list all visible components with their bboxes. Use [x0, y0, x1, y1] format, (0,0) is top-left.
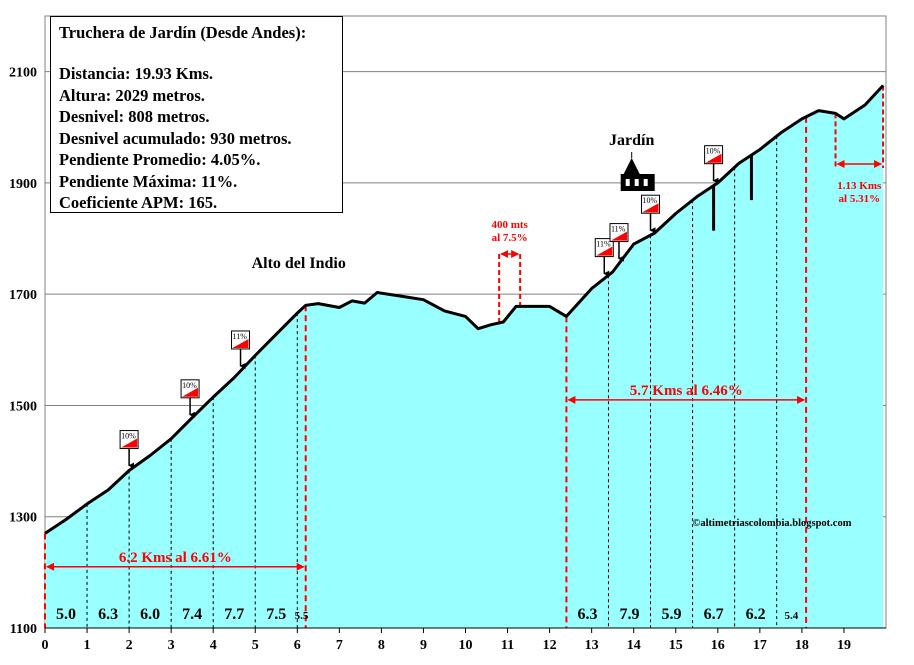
slope-sign-wedge — [596, 246, 613, 256]
x-tick-label: 14 — [627, 638, 641, 653]
y-tick-label: 1300 — [9, 511, 37, 526]
slope-sign-wedge — [642, 203, 659, 213]
info-distance: Distancia: 19.93 Kms. — [59, 64, 213, 83]
segment-gradient-label: 7.7 — [224, 606, 244, 623]
y-tick-label: 2100 — [9, 66, 37, 81]
short-climb-label-2: al 5.31% — [839, 193, 881, 205]
x-tick-label: 4 — [210, 638, 217, 653]
slope-sign-label: 10% — [706, 147, 721, 156]
segment-gradient-label: 5.5 — [295, 610, 309, 622]
climb-label: 6.2 Kms al 6.61% — [119, 550, 232, 566]
x-tick-label: 3 — [168, 638, 175, 653]
y-tick-label: 1500 — [9, 399, 37, 414]
segment-gradient-label: 6.7 — [704, 606, 724, 623]
segment-gradient-label: 5.0 — [56, 606, 76, 623]
slope-sign-wedge — [232, 338, 249, 348]
short-climb-label-1: 1.13 Kms — [837, 180, 882, 192]
segment-gradient-label: 6.3 — [577, 606, 597, 623]
climb-label: 5.7 Kms al 6.46% — [630, 383, 743, 399]
town-label: Jardín — [609, 132, 654, 149]
slope-sign-label: 11% — [233, 332, 248, 341]
x-tick-label: 9 — [420, 638, 427, 653]
x-tick-label: 2 — [126, 638, 133, 653]
segment-gradient-label: 7.4 — [182, 606, 202, 623]
info-title: Truchera de Jardín (Desde Andes): — [59, 23, 307, 42]
x-tick-label: 7 — [336, 638, 343, 653]
info-apm: Coeficiente APM: 165. — [59, 193, 218, 212]
x-tick-label: 5 — [252, 638, 259, 653]
slope-sign-wedge — [182, 387, 199, 397]
x-tick-label: 10 — [459, 638, 473, 653]
slope-sign-label: 11% — [596, 240, 611, 249]
y-tick-label: 1100 — [10, 622, 37, 637]
x-tick-label: 18 — [795, 638, 809, 653]
profile-line — [44, 84, 885, 535]
y-tick-label: 1700 — [9, 288, 37, 303]
x-tick-label: 0 — [42, 638, 49, 653]
x-tick-label: 17 — [753, 638, 767, 653]
x-tick-label: 1 — [84, 638, 91, 653]
x-tick-label: 8 — [378, 638, 385, 653]
x-tick-label: 15 — [669, 638, 683, 653]
church-icon — [623, 158, 640, 174]
slope-sign-label: 10% — [643, 196, 658, 205]
slope-sign-wedge — [610, 231, 627, 241]
church-icon-window — [634, 179, 639, 186]
slope-sign-label: 10% — [121, 432, 136, 441]
info-cumulative-gain: Desnivel acumulado: 930 metros. — [59, 128, 292, 148]
segment-gradient-label: 6.0 — [140, 606, 160, 623]
info-avg-slope: Pendiente Promedio: 4.05%. — [59, 150, 261, 169]
church-icon-window — [643, 179, 648, 186]
church-icon-window — [625, 179, 630, 186]
x-tick-label: 13 — [585, 638, 599, 653]
x-tick-label: 6 — [294, 638, 301, 653]
info-elevation-gain: Desnivel: 808 metros. — [59, 107, 210, 126]
watermark: ©altimetriascolombia.blogspot.com — [693, 518, 852, 529]
y-tick-label: 1900 — [9, 177, 37, 192]
segment-gradient-label: 6.2 — [746, 606, 766, 623]
short-climb-label-1: 400 mts — [491, 219, 528, 231]
x-tick-label: 16 — [711, 638, 725, 653]
x-tick-label: 19 — [837, 638, 851, 653]
slope-sign-wedge — [121, 438, 138, 448]
x-tick-label: 11 — [501, 638, 514, 653]
short-climb-label-2: al 7.5% — [492, 232, 528, 244]
profile-area — [45, 85, 884, 628]
x-tick-label: 12 — [543, 638, 557, 653]
info-max-slope: Pendiente Máxima: 11%. — [59, 171, 238, 191]
slope-sign-label: 11% — [611, 225, 626, 234]
summit-label: Alto del Indio — [252, 255, 346, 272]
segment-gradient-label: 5.9 — [662, 606, 682, 623]
segment-gradient-label: 5.4 — [785, 610, 799, 622]
slope-sign-label: 10% — [182, 381, 197, 390]
segment-gradient-label: 7.5 — [266, 606, 286, 623]
segment-gradient-label: 6.3 — [98, 606, 118, 623]
info-altitude: Altura: 2029 metros. — [59, 85, 205, 105]
slope-sign-wedge — [705, 153, 722, 163]
info-box: Truchera de Jardín (Desde Andes): Distan… — [50, 16, 343, 213]
segment-gradient-label: 7.9 — [619, 606, 639, 623]
